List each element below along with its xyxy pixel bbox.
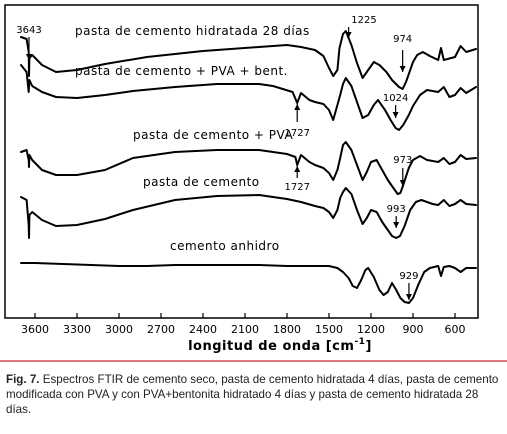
peak-annotation-5: 1024 [383, 93, 408, 118]
series-line-1 [20, 30, 477, 90]
x-tick-label: 600 [445, 323, 466, 336]
annotation-arrowhead [393, 222, 400, 228]
caption-divider [0, 360, 507, 362]
peak-annotation-3: 974 [393, 34, 412, 72]
series-labels: pasta de cemento hidratada 28 días pasta … [75, 24, 310, 253]
x-tick-label: 2700 [147, 323, 175, 336]
annotation-arrowhead [294, 166, 301, 172]
series-line-4 [20, 187, 477, 239]
annotation-arrowhead [25, 54, 32, 60]
x-tick-label: 1200 [357, 323, 385, 336]
series-line-2 [20, 64, 477, 131]
x-tick-label: 2100 [231, 323, 259, 336]
annotation-arrowhead [392, 112, 399, 118]
series-group [20, 30, 477, 304]
annotation-label: 1024 [383, 93, 408, 104]
annotation-label: 973 [393, 155, 412, 166]
caption-label: Fig. 7. [6, 373, 40, 386]
peak-annotations: 3643 1225 974 1727 1024 1727 973 993 929 [16, 15, 418, 300]
annotation-label: 974 [393, 34, 412, 45]
peak-annotation-4: 1727 [284, 104, 310, 139]
annotation-label: 1727 [284, 128, 309, 139]
series-line-5 [20, 262, 477, 304]
peak-annotation-1: 3643 [16, 25, 42, 60]
x-tick-label: 900 [403, 323, 424, 336]
ftir-chart: 3600 3300 3000 2700 2400 2100 1800 1500 1200 900 6… [4, 4, 479, 354]
annotation-label: 993 [387, 204, 406, 215]
figure-caption: Fig. 7. Espectros FTIR de cemento seco, … [6, 372, 502, 417]
series-label-4: pasta de cemento [143, 175, 260, 189]
x-axis-title: longitud de onda [cm-1] [188, 337, 372, 354]
series-label-2: pasta de cemento + PVA + bent. [75, 64, 288, 78]
peak-annotation-7: 973 [393, 155, 412, 186]
annotation-arrowhead [294, 104, 301, 110]
annotation-label: 929 [399, 271, 418, 282]
annotation-label: 1225 [351, 15, 376, 26]
x-tick-label: 3000 [105, 323, 133, 336]
x-axis: 3600 3300 3000 2700 2400 2100 1800 1500 1200 900 6… [21, 313, 466, 336]
series-line-3 [20, 141, 477, 195]
x-tick-label: 1800 [273, 323, 301, 336]
plot-frame [4, 4, 479, 319]
annotation-arrowhead [345, 32, 352, 38]
peak-annotation-6: 1727 [284, 166, 310, 193]
x-tick-label: 1500 [315, 323, 343, 336]
annotation-arrowhead [399, 66, 406, 72]
peak-annotation-8: 993 [387, 204, 406, 228]
annotation-arrowhead [405, 294, 412, 300]
peak-annotation-9: 929 [399, 271, 418, 300]
annotation-label: 3643 [16, 25, 41, 36]
x-tick-label: 3600 [21, 323, 49, 336]
series-label-3: pasta de cemento + PVA [133, 128, 293, 142]
annotation-label: 1727 [284, 182, 309, 193]
series-label-1: pasta de cemento hidratada 28 días [75, 24, 310, 38]
x-tick-label: 2400 [189, 323, 217, 336]
x-tick-label: 3300 [63, 323, 91, 336]
caption-text: Espectros FTIR de cemento seco, pasta de… [6, 373, 499, 416]
series-label-5: cemento anhidro [170, 239, 280, 253]
peak-annotation-2: 1225 [345, 15, 377, 38]
annotation-arrowhead [399, 180, 406, 186]
